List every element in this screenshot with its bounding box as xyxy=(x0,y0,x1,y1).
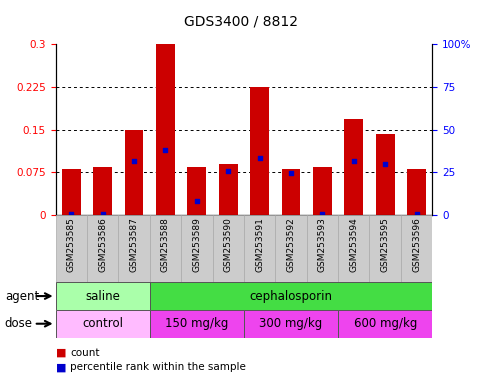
Text: count: count xyxy=(70,348,99,358)
Bar xyxy=(62,169,81,215)
Text: control: control xyxy=(82,317,123,330)
Bar xyxy=(156,44,175,215)
Point xyxy=(412,211,420,217)
Text: ■: ■ xyxy=(56,362,66,372)
Text: GSM253585: GSM253585 xyxy=(67,217,76,272)
Text: ■: ■ xyxy=(56,348,66,358)
Text: dose: dose xyxy=(5,317,33,330)
Text: GSM253587: GSM253587 xyxy=(129,217,139,272)
Bar xyxy=(250,87,269,215)
Bar xyxy=(401,215,432,282)
Bar xyxy=(244,215,275,282)
Bar xyxy=(56,282,150,310)
Text: cephalosporin: cephalosporin xyxy=(250,290,332,303)
Text: agent: agent xyxy=(5,290,39,303)
Bar xyxy=(150,282,432,310)
Point xyxy=(193,198,201,204)
Point xyxy=(319,211,327,217)
Bar xyxy=(87,215,118,282)
Point xyxy=(130,158,138,164)
Bar xyxy=(56,310,150,338)
Bar xyxy=(369,215,401,282)
Point xyxy=(382,161,389,167)
Bar xyxy=(125,129,143,215)
Point xyxy=(350,158,357,164)
Bar xyxy=(338,310,432,338)
Bar xyxy=(150,215,181,282)
Point xyxy=(287,170,295,177)
Text: GSM253596: GSM253596 xyxy=(412,217,421,272)
Bar xyxy=(93,167,112,215)
Point xyxy=(99,211,107,217)
Bar xyxy=(344,119,363,215)
Text: GSM253588: GSM253588 xyxy=(161,217,170,272)
Text: GSM253595: GSM253595 xyxy=(381,217,390,272)
Text: GSM253591: GSM253591 xyxy=(255,217,264,272)
Bar xyxy=(313,167,332,215)
Point xyxy=(68,211,75,217)
Text: percentile rank within the sample: percentile rank within the sample xyxy=(70,362,246,372)
Text: GSM253586: GSM253586 xyxy=(98,217,107,272)
Bar xyxy=(376,134,395,215)
Point xyxy=(161,146,170,152)
Bar xyxy=(181,215,213,282)
Point xyxy=(256,155,264,161)
Bar xyxy=(56,215,87,282)
Bar xyxy=(307,215,338,282)
Bar xyxy=(338,215,369,282)
Point xyxy=(224,167,232,174)
Text: GSM253593: GSM253593 xyxy=(318,217,327,272)
Bar xyxy=(118,215,150,282)
Text: GSM253594: GSM253594 xyxy=(349,217,358,272)
Bar xyxy=(213,215,244,282)
Text: 300 mg/kg: 300 mg/kg xyxy=(259,317,323,330)
Bar xyxy=(187,167,206,215)
Text: GSM253590: GSM253590 xyxy=(224,217,233,272)
Text: GSM253589: GSM253589 xyxy=(192,217,201,272)
Bar xyxy=(244,310,338,338)
Text: 600 mg/kg: 600 mg/kg xyxy=(354,317,417,330)
Text: saline: saline xyxy=(85,290,120,303)
Text: 150 mg/kg: 150 mg/kg xyxy=(165,317,228,330)
Text: GDS3400 / 8812: GDS3400 / 8812 xyxy=(185,14,298,28)
Bar xyxy=(150,310,244,338)
Bar xyxy=(282,169,300,215)
Bar xyxy=(407,169,426,215)
Bar xyxy=(219,164,238,215)
Bar xyxy=(275,215,307,282)
Text: GSM253592: GSM253592 xyxy=(286,217,296,272)
